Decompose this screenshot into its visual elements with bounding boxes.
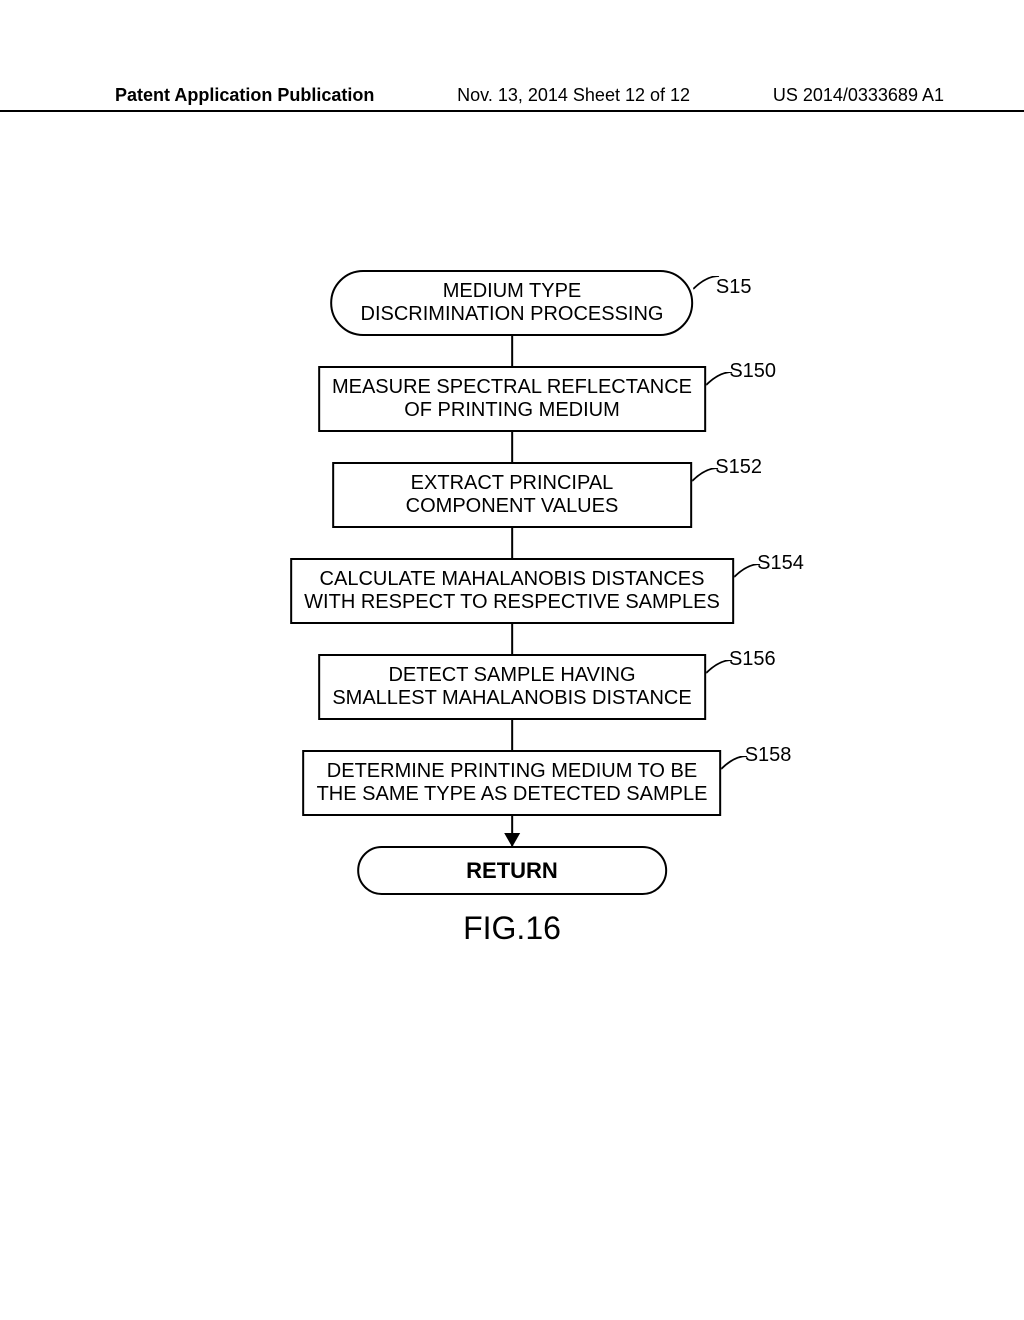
terminator-return: RETURN: [357, 846, 667, 895]
sheet-info: Nov. 13, 2014 Sheet 12 of 12: [457, 85, 690, 106]
node-text-line: DETERMINE PRINTING MEDIUM TO BE: [317, 760, 708, 783]
node-text-line: MEDIUM TYPE: [361, 280, 664, 303]
publication-type: Patent Application Publication: [115, 85, 374, 106]
step-label-s150: S150: [729, 360, 776, 383]
node-text-line: DETECT SAMPLE HAVING: [332, 664, 691, 687]
node-text-line: DISCRIMINATION PROCESSING: [361, 303, 664, 326]
node-text-line: WITH RESPECT TO RESPECTIVE SAMPLES: [304, 591, 720, 614]
flow-connector: [511, 432, 514, 462]
flow-connector: [511, 528, 514, 558]
node-text-line: RETURN: [387, 858, 637, 883]
flow-node-s15: MEDIUM TYPE DISCRIMINATION PROCESSING S1…: [331, 270, 694, 336]
process-box: EXTRACT PRINCIPAL COMPONENT VALUES: [332, 462, 692, 528]
publication-number: US 2014/0333689 A1: [773, 85, 944, 106]
node-text-line: MEASURE SPECTRAL REFLECTANCE: [332, 376, 692, 399]
flow-node-s156: S156 DETECT SAMPLE HAVING SMALLEST MAHAL…: [318, 654, 705, 720]
leader-line-icon: [721, 756, 747, 768]
step-label-s152: S152: [715, 456, 762, 479]
step-label-s15: S15: [716, 276, 752, 299]
flow-connector: [511, 624, 514, 654]
flowchart: MEDIUM TYPE DISCRIMINATION PROCESSING S1…: [290, 270, 734, 895]
node-text-line: OF PRINTING MEDIUM: [332, 399, 692, 422]
flow-node-return: RETURN: [357, 846, 667, 895]
node-text-line: EXTRACT PRINCIPAL: [346, 472, 678, 495]
process-box: CALCULATE MAHALANOBIS DISTANCES WITH RES…: [290, 558, 734, 624]
node-text-line: THE SAME TYPE AS DETECTED SAMPLE: [317, 783, 708, 806]
flow-node-s150: S150 MEASURE SPECTRAL REFLECTANCE OF PRI…: [318, 366, 706, 432]
step-label-s156: S156: [729, 648, 776, 671]
node-text-line: CALCULATE MAHALANOBIS DISTANCES: [304, 568, 720, 591]
leader-line-icon: [692, 468, 718, 480]
page: Patent Application Publication Nov. 13, …: [0, 0, 1024, 1320]
step-label-s154: S154: [757, 552, 804, 575]
flow-node-s152: S152 EXTRACT PRINCIPAL COMPONENT VALUES: [332, 462, 692, 528]
step-label-s158: S158: [745, 744, 792, 767]
leader-line-icon: [734, 564, 760, 576]
flow-connector-arrow: [511, 816, 514, 846]
node-text-line: COMPONENT VALUES: [346, 495, 678, 518]
flow-connector: [511, 336, 514, 366]
process-box: DETERMINE PRINTING MEDIUM TO BE THE SAME…: [303, 750, 722, 816]
flow-connector: [511, 720, 514, 750]
terminator-start: MEDIUM TYPE DISCRIMINATION PROCESSING: [331, 270, 694, 336]
leader-line-icon: [706, 372, 732, 384]
process-box: DETECT SAMPLE HAVING SMALLEST MAHALANOBI…: [318, 654, 705, 720]
flow-node-s154: S154 CALCULATE MAHALANOBIS DISTANCES WIT…: [290, 558, 734, 624]
node-text-line: SMALLEST MAHALANOBIS DISTANCE: [332, 687, 691, 710]
page-header: Patent Application Publication Nov. 13, …: [0, 85, 1024, 112]
flow-node-s158: S158 DETERMINE PRINTING MEDIUM TO BE THE…: [303, 750, 722, 816]
figure-caption: FIG.16: [463, 910, 561, 947]
leader-line-icon: [706, 660, 732, 672]
process-box: MEASURE SPECTRAL REFLECTANCE OF PRINTING…: [318, 366, 706, 432]
header-row: Patent Application Publication Nov. 13, …: [0, 85, 1024, 106]
